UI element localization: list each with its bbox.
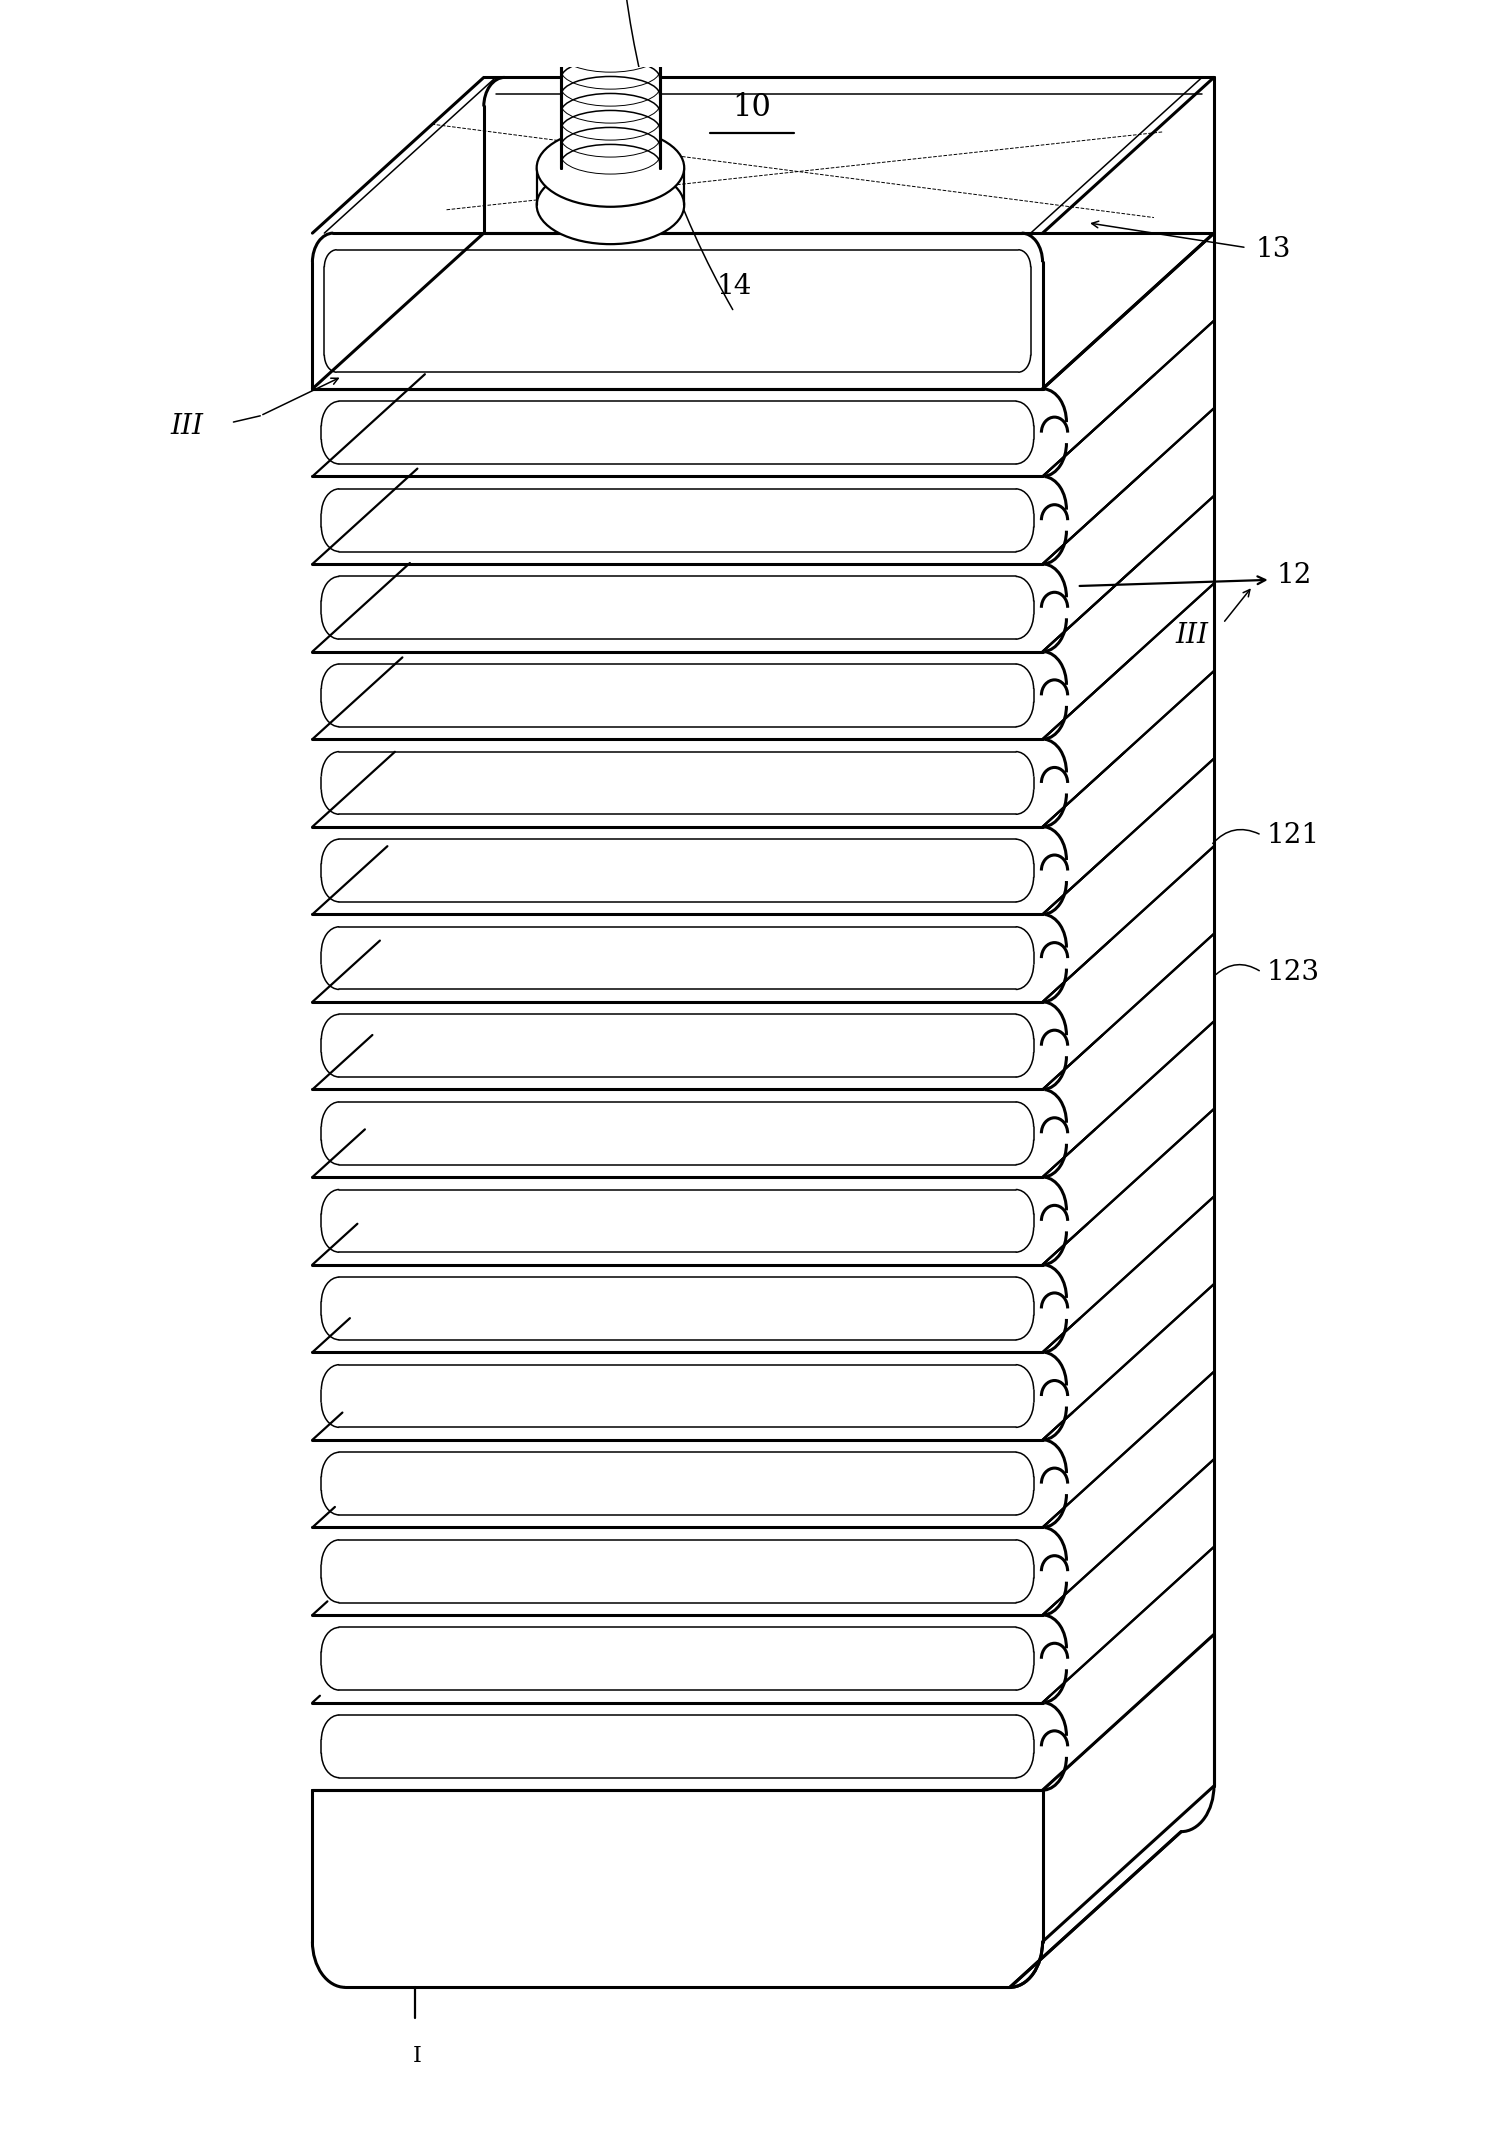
Polygon shape bbox=[561, 0, 660, 168]
Ellipse shape bbox=[537, 129, 684, 206]
Text: 121: 121 bbox=[1266, 821, 1319, 849]
Text: 123: 123 bbox=[1266, 959, 1319, 985]
Text: 12: 12 bbox=[1277, 561, 1311, 589]
Text: 14: 14 bbox=[716, 273, 752, 299]
Text: III: III bbox=[1175, 621, 1208, 649]
Text: I: I bbox=[414, 2045, 423, 2068]
Text: 13: 13 bbox=[1256, 236, 1290, 262]
Ellipse shape bbox=[561, 0, 660, 26]
Text: 10: 10 bbox=[732, 92, 772, 123]
Ellipse shape bbox=[537, 166, 684, 245]
Text: III: III bbox=[171, 413, 205, 441]
